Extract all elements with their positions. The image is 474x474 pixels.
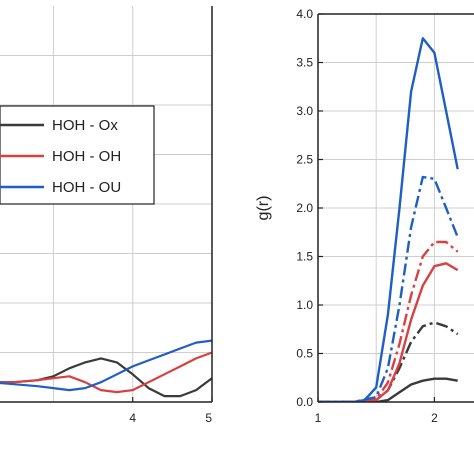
right-x-tick-label: 1 xyxy=(315,411,322,425)
right-y-tick-label: 2.0 xyxy=(296,201,313,215)
left-series-line-3 xyxy=(0,339,212,392)
right-panel: 0.0 0.5 1.0 1.5 2.0 2.5 3.0 3.5 4.0 1 2 g(r) xyxy=(255,7,474,425)
right-y-tick-label: 2.5 xyxy=(296,153,313,167)
legend-label-1: HOH - Ox xyxy=(52,117,118,134)
left-series-group xyxy=(0,339,212,398)
right-y-tick-label: 3.0 xyxy=(296,104,313,118)
right-y-tick-label: 0.0 xyxy=(296,395,313,409)
right-y-tick-label: 4.0 xyxy=(296,7,313,21)
left-legend: HOH - Ox HOH - OH HOH - OU xyxy=(0,105,155,205)
right-x-tick-label: 2 xyxy=(431,411,438,425)
right-y-tick-label: 1.0 xyxy=(296,298,313,312)
left-x-tick-label: 5 xyxy=(205,411,212,425)
right-y-tick-label: 0.5 xyxy=(296,347,313,361)
legend-label-3: HOH - OU xyxy=(52,179,121,196)
right-series-line-1 xyxy=(318,377,458,402)
right-series-line-6 xyxy=(318,37,459,402)
right-series-group xyxy=(318,37,459,402)
right-y-axis-label: g(r) xyxy=(255,196,272,221)
right-grid xyxy=(318,14,474,402)
right-y-tick-label: 3.5 xyxy=(296,56,313,70)
right-series-line-5 xyxy=(318,175,459,402)
left-series-line-2 xyxy=(0,351,212,394)
left-panel: 4 5 HOH - Ox HOH - OH HOH - OU xyxy=(0,6,213,425)
legend-label-2: HOH - OH xyxy=(52,148,121,165)
left-x-tick-label: 4 xyxy=(129,411,136,425)
right-y-tick-label: 1.5 xyxy=(296,250,313,264)
